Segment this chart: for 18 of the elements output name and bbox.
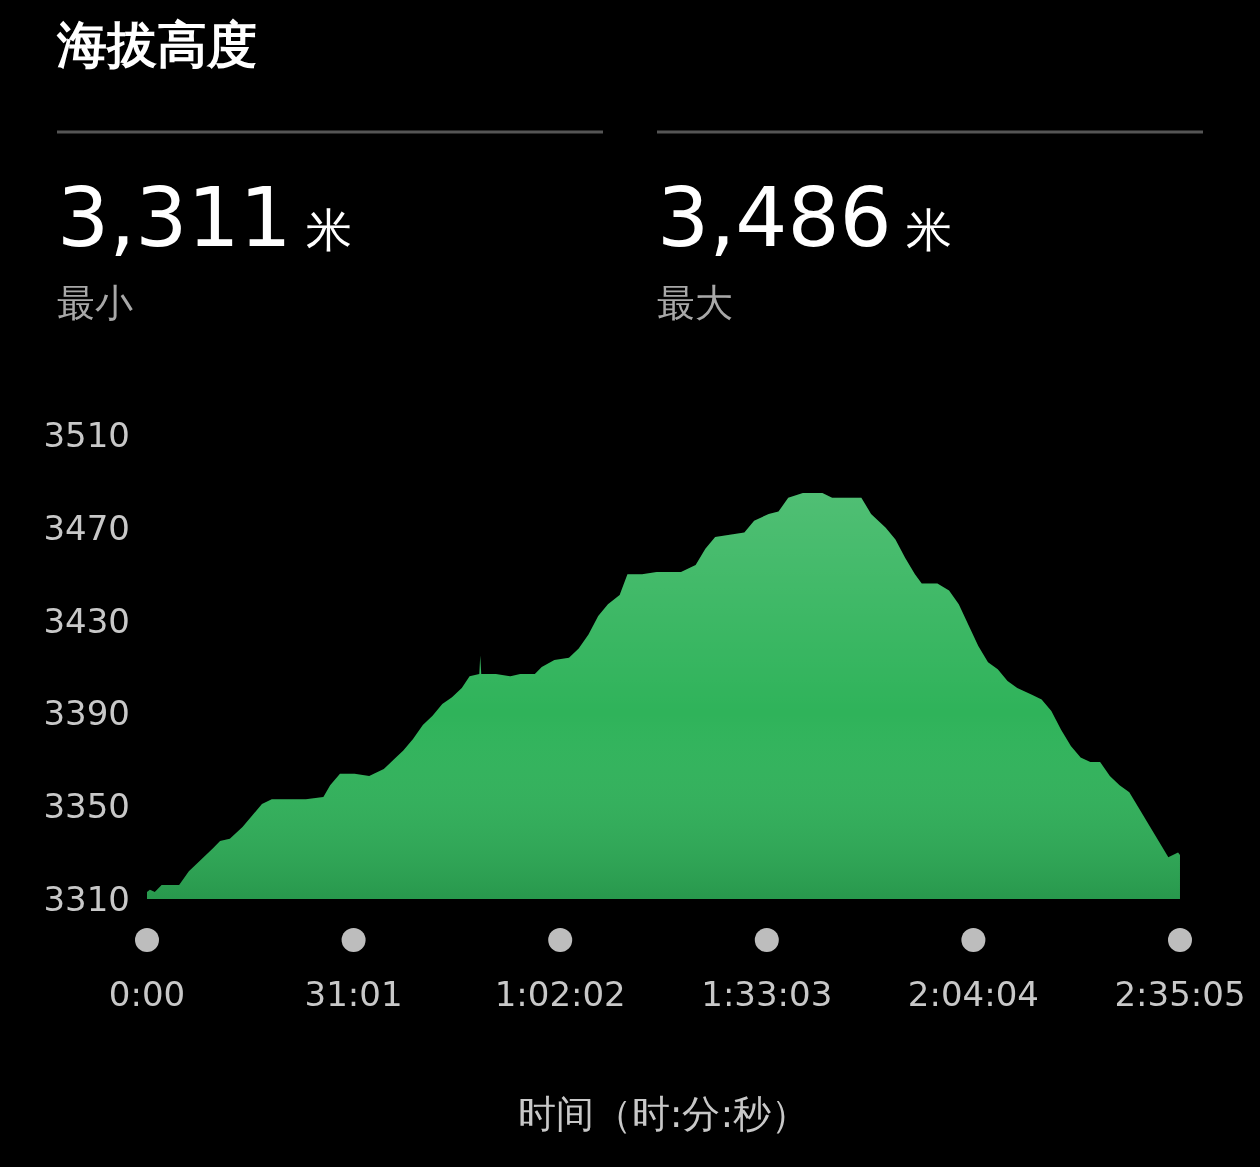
text: 3,311 米 <box>57 170 352 265</box>
y-tick-label: 3510 <box>43 415 130 455</box>
x-tick-label: 1:33:03 <box>701 974 833 1014</box>
y-tick-label: 3310 <box>43 879 130 919</box>
x-tick-label: 1:02:02 <box>494 974 626 1014</box>
chart-title: 海拔高度 <box>56 16 257 74</box>
text: 最大 <box>657 281 733 325</box>
text: 3,486 米 <box>657 170 952 265</box>
y-tick-label: 3430 <box>43 600 130 641</box>
text: 最小 <box>57 281 133 325</box>
x-tick-label: 0:00 <box>108 974 186 1014</box>
x-tick-label: 2:04:04 <box>907 974 1039 1014</box>
x-axis-title: 时间（时:分:秒） <box>517 1092 810 1136</box>
y-tick-label: 3390 <box>43 693 130 734</box>
x-tick-label: 31:01 <box>304 974 403 1014</box>
y-tick-label: 3470 <box>43 507 130 548</box>
x-tick-label: 2:35:05 <box>1114 974 1246 1014</box>
y-tick-label: 3350 <box>43 786 130 827</box>
